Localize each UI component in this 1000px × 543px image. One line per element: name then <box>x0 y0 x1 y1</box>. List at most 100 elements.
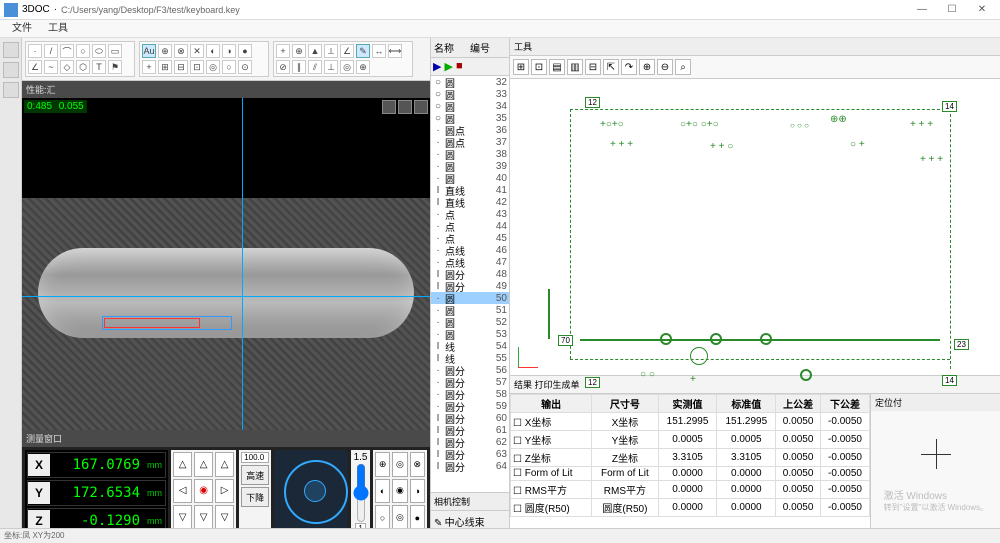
tool-ellipse[interactable]: ⬭ <box>92 44 106 58</box>
mode-8[interactable]: + <box>142 60 156 74</box>
feature-row[interactable]: I圆分64 <box>431 460 509 472</box>
dim-14[interactable]: ⊕ <box>356 60 370 74</box>
dim-3[interactable]: ▲ <box>308 44 322 58</box>
close-button[interactable]: ✕ <box>968 2 996 18</box>
dim-7[interactable]: ↔ <box>372 44 386 58</box>
tool-point[interactable]: · <box>28 44 42 58</box>
windows-watermark: 激活 Windows 转到"设置"以激活 Windows。 <box>884 487 988 513</box>
light-btn[interactable]: ⊕ <box>375 452 390 477</box>
view-icon[interactable] <box>414 100 428 114</box>
jog-e[interactable]: ▷ <box>215 479 234 504</box>
dim-6[interactable]: ✎ <box>356 44 370 58</box>
light-btn[interactable]: ◉ <box>392 479 407 504</box>
measure-rect <box>104 318 200 328</box>
jog-nw[interactable]: △ <box>173 452 192 477</box>
play-button[interactable]: ▶ <box>433 60 441 73</box>
dg-btn[interactable]: ⊟ <box>585 59 601 75</box>
tool-arc[interactable]: ⌒ <box>60 44 74 58</box>
step-button[interactable]: ▶ <box>444 60 452 73</box>
jog-se[interactable]: ▽ <box>215 505 234 530</box>
light-btn[interactable]: ◎ <box>392 452 407 477</box>
coord-y-label: Y <box>28 482 50 504</box>
tool-hex[interactable]: ⬡ <box>76 60 90 74</box>
mode-13[interactable]: ○ <box>222 60 236 74</box>
dg-btn[interactable]: ⊡ <box>531 59 547 75</box>
dim-1[interactable]: + <box>276 44 290 58</box>
speed-value[interactable]: 100.0 <box>241 452 269 463</box>
jog-stop[interactable]: ◉ <box>194 479 213 504</box>
tool-flag[interactable]: ⚑ <box>108 60 122 74</box>
dim-13[interactable]: ◎ <box>340 60 354 74</box>
tool-curve[interactable]: ~ <box>44 60 58 74</box>
dim-9[interactable]: ⊘ <box>276 60 290 74</box>
feature-list[interactable]: ○圆32○圆33○圆34○圆35·圆点36·圆点37·圆38·圆39·圆40I直… <box>431 76 509 492</box>
tool-angle[interactable]: ∠ <box>28 60 42 74</box>
focus-ring[interactable] <box>274 450 348 530</box>
tool-shape[interactable]: ◇ <box>60 60 74 74</box>
strip-btn[interactable] <box>3 42 19 58</box>
light-btn[interactable]: ◐ <box>375 479 390 504</box>
dg-btn[interactable]: ⌕ <box>675 59 691 75</box>
mode-auto[interactable]: Au <box>142 44 156 58</box>
minimize-button[interactable]: — <box>908 2 936 18</box>
tool-circle[interactable]: ○ <box>76 44 90 58</box>
speed-high-button[interactable]: 高速 <box>241 465 269 485</box>
dim-5[interactable]: ∠ <box>340 44 354 58</box>
dim-2[interactable]: ⊕ <box>292 44 306 58</box>
mode-9[interactable]: ⊞ <box>158 60 172 74</box>
dim-8[interactable]: ⟷ <box>388 44 402 58</box>
view-icon[interactable] <box>382 100 396 114</box>
strip-btn[interactable] <box>3 82 19 98</box>
light-btn[interactable]: ◑ <box>410 479 425 504</box>
dg-btn[interactable]: ⇱ <box>603 59 619 75</box>
light-btn[interactable]: ◎ <box>392 505 407 530</box>
menu-tools[interactable]: 工具 <box>40 20 76 37</box>
tool-rect[interactable]: ▭ <box>108 44 122 58</box>
view-icon[interactable] <box>398 100 412 114</box>
diagram-toolbar: ⊞⊡▤▥⊟⇱↷⊕⊖⌕ <box>510 56 1000 79</box>
strip-btn[interactable] <box>3 62 19 78</box>
coord-y-value: 172.6534 <box>50 485 144 501</box>
light-btn[interactable]: ● <box>410 505 425 530</box>
results-table[interactable]: 输出尺寸号实测值标准值上公差下公差☐ X坐标X坐标151.2995151.299… <box>510 394 870 543</box>
exposure-slider[interactable] <box>355 463 367 523</box>
cad-diagram[interactable]: +○+○ ○+○ ○+○ ○ ○ ○ ⊕⊕ + + + + + + + + ○ … <box>510 79 1000 375</box>
image-viewport[interactable]: 0:485 0.055 <box>22 98 430 430</box>
dg-btn[interactable]: ▤ <box>549 59 565 75</box>
mode-circ[interactable]: ⊗ <box>174 44 188 58</box>
dim-11[interactable]: ⫽ <box>308 60 322 74</box>
menu-file[interactable]: 文件 <box>4 20 40 37</box>
result-tabs[interactable]: 结果 打印生成单 <box>510 375 1000 393</box>
maximize-button[interactable]: ☐ <box>938 2 966 18</box>
dg-btn[interactable]: ⊕ <box>639 59 655 75</box>
light-btn[interactable]: ○ <box>375 505 390 530</box>
mode-7[interactable]: ● <box>238 44 252 58</box>
jog-sw[interactable]: ▽ <box>173 505 192 530</box>
file-path: C:/Users/yang/Desktop/F3/test/keyboard.k… <box>61 5 908 15</box>
mode-12[interactable]: ◎ <box>206 60 220 74</box>
dg-btn[interactable]: ⊖ <box>657 59 673 75</box>
jog-n[interactable]: △ <box>194 452 213 477</box>
tool-text[interactable]: T <box>92 60 106 74</box>
mode-11[interactable]: ⊡ <box>190 60 204 74</box>
jog-ne[interactable]: △ <box>215 452 234 477</box>
tool-line[interactable]: / <box>44 44 58 58</box>
mode-6[interactable]: ◑ <box>222 44 236 58</box>
mode-x[interactable]: ✕ <box>190 44 204 58</box>
jog-w[interactable]: ◁ <box>173 479 192 504</box>
dg-btn[interactable]: ▥ <box>567 59 583 75</box>
stop-button[interactable]: ■ <box>456 60 463 73</box>
jog-s[interactable]: ▽ <box>194 505 213 530</box>
mode-14[interactable]: ⊙ <box>238 60 252 74</box>
mode-cross[interactable]: ⊕ <box>158 44 172 58</box>
right-panel-header: 工具 <box>510 38 1000 56</box>
mode-10[interactable]: ⊟ <box>174 60 188 74</box>
speed-down-button[interactable]: 下降 <box>241 487 269 507</box>
dim-10[interactable]: ∥ <box>292 60 306 74</box>
dg-btn[interactable]: ⊞ <box>513 59 529 75</box>
dim-4[interactable]: ⟂ <box>324 44 338 58</box>
dg-btn[interactable]: ↷ <box>621 59 637 75</box>
light-btn[interactable]: ⊗ <box>410 452 425 477</box>
mode-5[interactable]: ◐ <box>206 44 220 58</box>
dim-12[interactable]: ⊥ <box>324 60 338 74</box>
